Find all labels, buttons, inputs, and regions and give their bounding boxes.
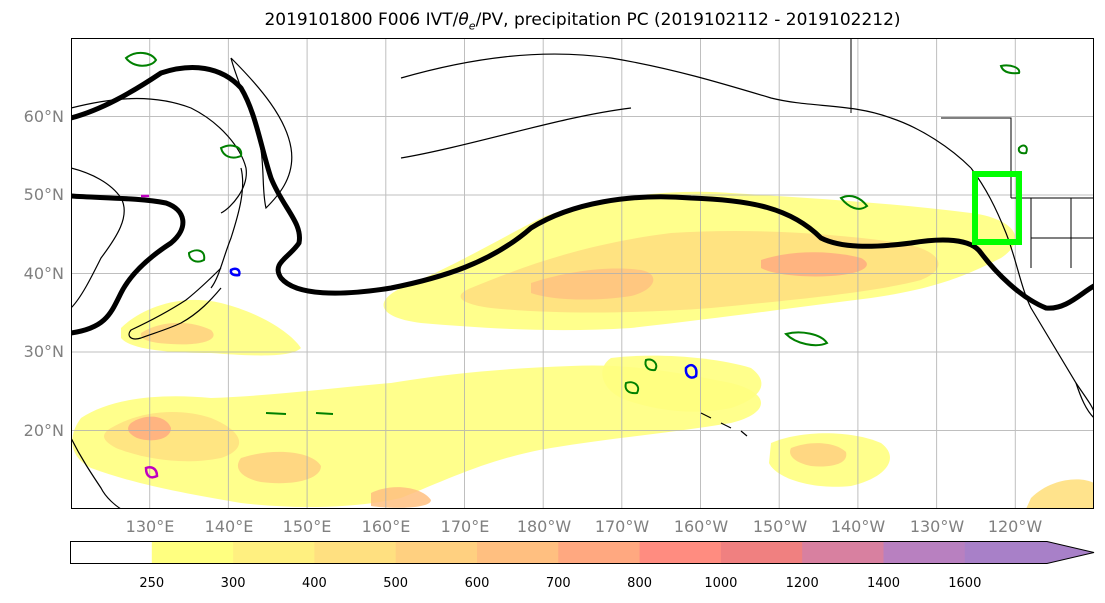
front-line-west — [71, 193, 186, 336]
colorbar-tick-label: 700 — [545, 576, 571, 591]
colorbar-segment — [802, 541, 884, 564]
colorbar-tick-label: 1600 — [948, 576, 982, 591]
map-panel — [71, 38, 1094, 509]
pv-contour-a — [124, 52, 158, 67]
colorbar-outline — [70, 541, 1095, 564]
title-prefix: 2019101800 F006 IVT/ — [264, 10, 459, 30]
colorbar-tick-label: 800 — [627, 576, 652, 591]
lon-label-150w: 150°W — [752, 517, 808, 536]
precip-band-north-core2 — [761, 252, 867, 277]
colorbar-tick-label: 250 — [139, 576, 165, 591]
map-frame — [71, 38, 1094, 509]
title-theta-sub: e — [468, 19, 476, 33]
lon-label-160w: 160°W — [673, 517, 729, 536]
colorbar-segment — [639, 541, 722, 564]
lon-label-130e: 130°E — [125, 517, 175, 536]
map-title: 2019101800 F006 IVT/θe/PV, precipitation… — [0, 10, 1105, 32]
colorbar-tick-label: 400 — [301, 576, 327, 591]
pv-contour-h — [644, 358, 658, 372]
theta-contour-blue-b — [229, 267, 241, 277]
lat-label-50n: 50°N — [23, 185, 64, 204]
theta-contour-blue-a — [684, 364, 698, 379]
title-theta: θ — [458, 10, 469, 30]
precip-east-blob-inner — [790, 443, 847, 467]
pv-contours — [124, 52, 1028, 415]
title-suffix: /PV, precipitation PC (2019102112 - 2019… — [475, 10, 901, 30]
precip-south-blob-b — [237, 451, 321, 484]
pv-contour-d — [839, 195, 869, 210]
precip-corner-se — [1026, 479, 1094, 509]
lon-label-170e: 170°E — [440, 517, 490, 536]
colorbar-segment — [395, 541, 478, 564]
front-line-north — [71, 65, 1094, 311]
pv-contour-g — [624, 381, 640, 395]
colorbar-segment — [151, 541, 234, 564]
lon-label-170w: 170°W — [594, 517, 650, 536]
coast-korea-china — [71, 167, 125, 309]
coast-hawaii — [700, 412, 748, 437]
colorbar-segment — [558, 541, 641, 564]
colorbar-tick-label: 1200 — [785, 576, 819, 591]
lon-label-180w: 180°W — [516, 517, 572, 536]
colorbar-tick-label: 1000 — [704, 576, 738, 591]
front-contours — [71, 65, 1094, 336]
lon-label-120w: 120°W — [987, 517, 1043, 536]
coast-china-south — [71, 437, 122, 509]
pv-contour-e — [784, 331, 829, 347]
coast-japan — [128, 267, 222, 340]
colorbar-tick-label: 600 — [464, 576, 490, 591]
border-states — [1030, 198, 1094, 268]
colorbar-segment — [720, 541, 803, 564]
colorbar-tick-label: 1400 — [866, 576, 901, 591]
lat-label-60n: 60°N — [23, 107, 64, 126]
precip-hawaii-band — [602, 355, 762, 412]
lon-label-160e: 160°E — [361, 517, 411, 536]
pv-contour-i — [265, 144, 1028, 415]
colorbar-segment — [314, 541, 397, 564]
colorbar-segment — [233, 541, 315, 564]
colorbar-segment — [883, 541, 966, 564]
lat-label-30n: 30°N — [23, 342, 64, 361]
colorbar — [70, 541, 1095, 564]
coast-aleutians — [400, 107, 632, 159]
precip-south-blob-c — [371, 487, 431, 508]
lat-label-20n: 20°N — [23, 421, 64, 440]
theta-contours — [141, 194, 698, 479]
pv-contour-b — [219, 144, 243, 159]
lon-label-140w: 140°W — [830, 517, 886, 536]
precip-band-north-core — [531, 268, 654, 300]
lon-label-150e: 150°E — [282, 517, 332, 536]
colorbar-segment — [477, 541, 559, 564]
pv-contour-c — [187, 249, 206, 263]
precip-west-japan-inner — [140, 322, 214, 345]
pv-contour-f — [999, 64, 1021, 75]
coast-baja — [1075, 382, 1094, 419]
colorbar-segment — [70, 541, 153, 564]
colorbar-tick-label: 500 — [383, 576, 409, 591]
colorbar-tick-label: 300 — [220, 576, 246, 591]
coast-sakhalin — [210, 167, 244, 289]
precip-west-japan — [121, 299, 301, 356]
coast-alaska — [400, 53, 972, 169]
coast-northamerica-west — [970, 167, 1094, 414]
lat-label-40n: 40°N — [23, 264, 64, 283]
lon-label-130w: 130°W — [909, 517, 965, 536]
target-region-box — [972, 171, 1022, 245]
colorbar-extend-arrow — [964, 541, 1094, 564]
colorbar-segments — [70, 541, 1094, 564]
theta-contour-magenta-a — [144, 466, 159, 479]
lon-label-140e: 140°E — [204, 517, 254, 536]
coast-kamchatka — [230, 57, 293, 210]
